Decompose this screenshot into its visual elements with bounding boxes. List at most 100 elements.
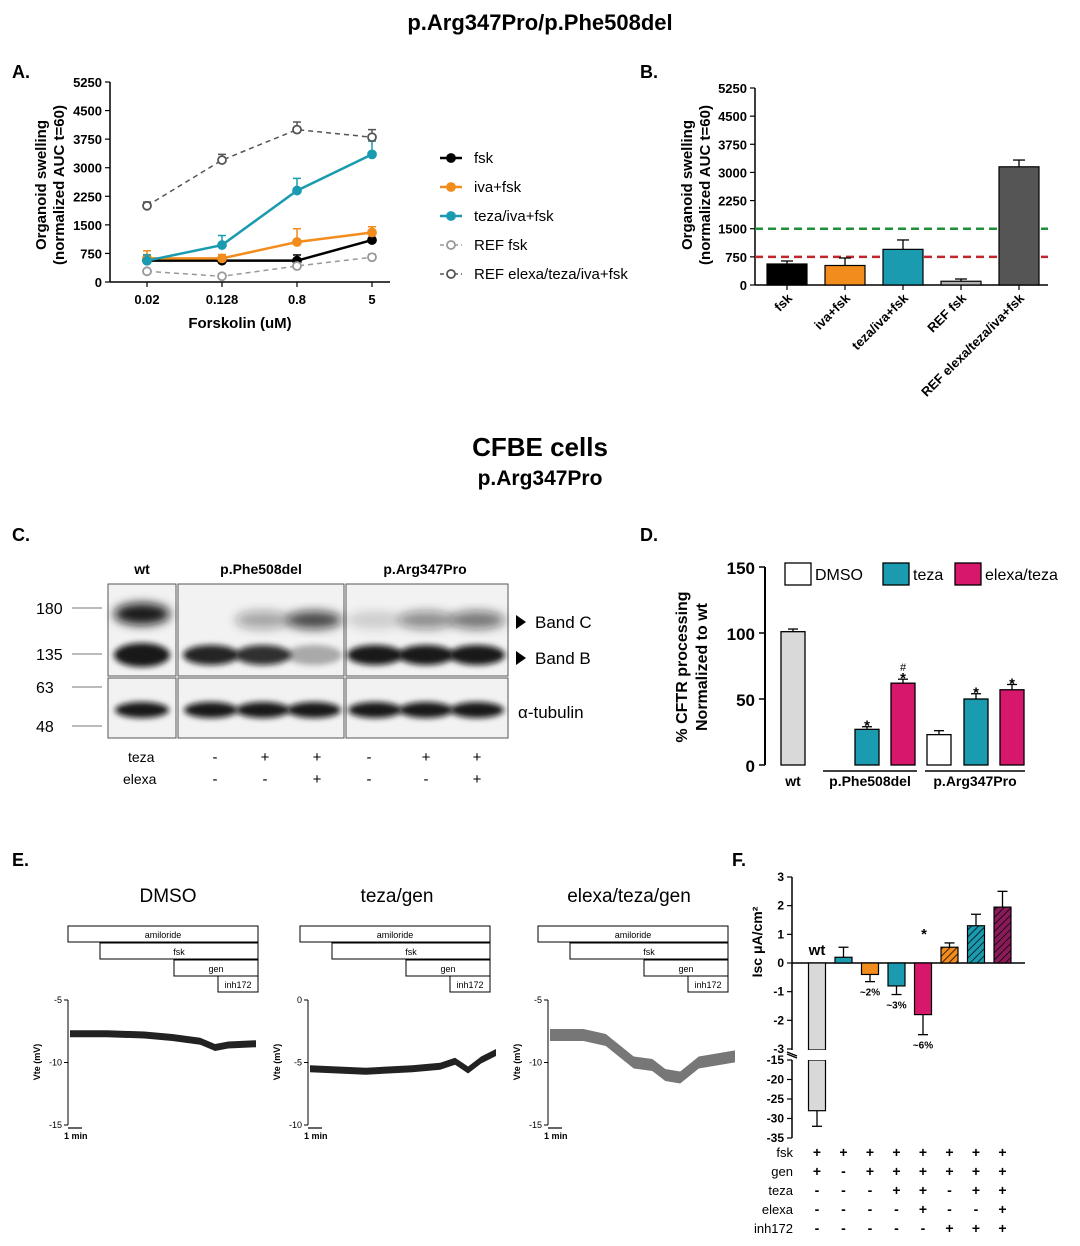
panel-f-annotation: ~6% (913, 1041, 933, 1052)
panel-f-condition-sign: - (841, 1201, 846, 1217)
panel-f-condition-sign: + (919, 1201, 927, 1217)
panel-f-condition-sign: + (945, 1220, 953, 1236)
panel-d-legend-swatch (882, 562, 910, 586)
panel-e-ylabel: Vte (mV) (32, 1044, 42, 1081)
panel-d-bar (963, 698, 989, 766)
panel-f-y-tick-label: -1 (773, 985, 784, 999)
panel-f-condition-sign: + (919, 1163, 927, 1179)
panel-e-trace-title: elexa/teza/gen (567, 886, 691, 907)
panel-c-band-arrow (516, 651, 526, 665)
panel-e-drug-bar (217, 975, 259, 993)
panel-f-axis-break (786, 1051, 798, 1057)
panel-f-star: * (921, 926, 927, 943)
panel-e-drug-bar (299, 925, 491, 943)
panel-a-xlabel: Forskolin (uM) (188, 315, 291, 332)
panel-d-bar (854, 728, 880, 766)
panel-a-y-tick-label: 1500 (73, 218, 102, 233)
panel-b-y-tick-label: 3750 (718, 137, 747, 152)
panel-e-drug-bar (173, 959, 259, 977)
panel-f-y-tick-label: 3 (777, 870, 784, 884)
top-title: p.Arg347Pro/p.Phe508del (407, 10, 673, 35)
panel-f-condition-sign: - (841, 1163, 846, 1179)
panel-b-x-tick-label: REF elexa/teza/iva+fsk (918, 290, 1028, 400)
panel-d-bar (999, 689, 1025, 766)
panel-e-trace-band (70, 1030, 256, 1051)
panel-f-condition-sign: - (868, 1201, 873, 1217)
panel-f-condition-label: inh172 (754, 1221, 793, 1236)
panel-e-drug-label: gen (440, 964, 455, 974)
panel-f-condition-sign: + (866, 1163, 874, 1179)
panel-c-teza-sign: + (422, 749, 431, 766)
panel-f-condition-sign: - (815, 1182, 820, 1198)
panel-c-band-tubulin (348, 702, 402, 718)
panel-f-y-tick-label: 1 (777, 927, 784, 941)
panel-c-band-tubulin (399, 702, 453, 718)
panel-a-x-tick-label: 0.02 (134, 292, 159, 307)
panel-f-condition-sign: + (998, 1220, 1006, 1236)
panel-f-bar (807, 962, 827, 1051)
panel-c-band-c (235, 611, 291, 629)
panel-f-condition-sign: - (868, 1182, 873, 1198)
panel-f-condition-sign: + (945, 1144, 953, 1160)
panel-f-bar (913, 962, 933, 1016)
panel-f-axis-break (786, 1053, 798, 1059)
panel-c-western-blot: 180 135 63 48 wt p.Phe508del p.Arg347Pro Band C… (36, 561, 592, 788)
panel-c-teza-sign: - (213, 749, 218, 766)
panel-f-condition-sign: + (972, 1163, 980, 1179)
panel-f-condition-sign: + (972, 1182, 980, 1198)
panel-b-bar (940, 280, 982, 286)
panel-b-ylabel-2: (normalized AUC t=60) (697, 105, 714, 265)
panel-f-bar (993, 906, 1012, 964)
panel-f-condition-sign: + (892, 1182, 900, 1198)
panel-f-condition-sign: - (921, 1220, 926, 1236)
panel-c-band-arrow (516, 615, 526, 629)
panel-c-band-c (347, 611, 403, 629)
panel-d-bar (890, 682, 916, 766)
panel-a-legend-label: teza/iva+fsk (474, 208, 554, 225)
panel-a-point (217, 253, 227, 264)
panel-d-star: * (900, 670, 906, 687)
panel-a-legend-marker (446, 240, 456, 250)
panel-f-condition-sign: + (945, 1163, 953, 1179)
panel-f-y-tick-label: 2 (777, 899, 784, 913)
panel-f-annotation: wt (808, 942, 826, 959)
panel-b-y-tick-label: 3000 (718, 165, 747, 180)
panel-a-series-line (147, 238, 373, 262)
panel-f-bar (834, 956, 853, 964)
panel-c-lane-group-label: p.Phe508del (220, 561, 302, 577)
panel-c-band-b (114, 643, 170, 667)
panel-d-star: * (864, 718, 870, 735)
panel-e-y-tick-label: -15 (49, 1120, 62, 1130)
panel-a-legend-label: fsk (474, 150, 494, 167)
panel-e-drug-label: fsk (643, 947, 655, 957)
panel-d-hash: # (900, 662, 907, 674)
panel-b-bar (824, 264, 866, 286)
panel-b-bar (766, 263, 808, 286)
panel-c-band-tubulin (450, 702, 504, 718)
panel-f-y-tick-label: -3 (773, 1042, 784, 1056)
panel-f-y-tick-label: -15 (767, 1053, 785, 1067)
panel-e-y-tick-label: -5 (294, 1058, 302, 1068)
panel-a-series-line (146, 128, 373, 207)
panel-c-band-c (398, 611, 454, 629)
panel-b-y-tick-label: 5250 (718, 81, 747, 96)
panel-c-band-b (235, 645, 291, 665)
panel-label-e: E. (12, 850, 30, 870)
panel-f-condition-sign: + (919, 1182, 927, 1198)
panel-c-teza-sign: + (473, 749, 482, 766)
panel-c-lane-group-label: wt (133, 561, 150, 577)
panel-a-point (367, 227, 377, 238)
panel-e-drug-label: inh172 (224, 980, 251, 990)
panel-d-group-label: wt (784, 773, 801, 789)
panel-f-condition-sign: + (919, 1144, 927, 1160)
panel-d-legend-label: elexa/teza (985, 567, 1058, 584)
panel-e-drug-label: amiloride (145, 930, 182, 940)
panel-d-group-label: p.Phe508del (829, 773, 911, 789)
panel-d-bar (780, 631, 806, 766)
panel-e-drug-bar (687, 975, 729, 993)
panel-e-y-tick-label: -10 (289, 1120, 302, 1130)
panel-d-ylabel-2: Normalized to wt (694, 602, 711, 731)
panel-f-condition-label: teza (768, 1183, 793, 1198)
panel-a-series-line (147, 231, 373, 260)
